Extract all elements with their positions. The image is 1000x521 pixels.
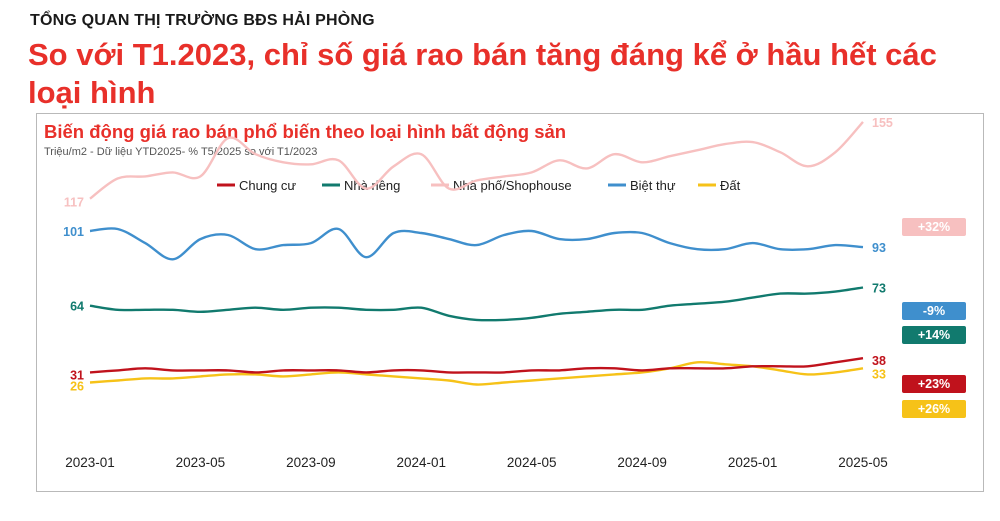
x-tick-label: 2025-01	[728, 455, 778, 470]
end-value-label: 33	[872, 367, 886, 381]
end-value-label: 73	[872, 282, 886, 296]
start-value-label: 64	[70, 300, 84, 314]
legend-label: Nhà phố/Shophouse	[453, 178, 572, 193]
headline: So với T1.2023, chỉ số giá rao bán tăng …	[28, 37, 937, 110]
x-tick-label: 2023-05	[176, 455, 226, 470]
x-tick-label: 2023-09	[286, 455, 336, 470]
end-value-label: 38	[872, 354, 886, 368]
start-value-label: 117	[64, 196, 84, 210]
change-badge: +23%	[902, 375, 966, 393]
change-badge: +26%	[902, 400, 966, 418]
legend-label: Biệt thự	[630, 178, 676, 193]
x-tick-label: 2024-09	[617, 455, 667, 470]
x-tick-label: 2024-05	[507, 455, 557, 470]
change-badge: -9%	[902, 302, 966, 320]
series-line-1	[89, 286, 864, 322]
x-tick-label: 2024-01	[397, 455, 447, 470]
series-line-0	[89, 357, 864, 374]
series-line-2	[89, 121, 864, 200]
change-badge: +14%	[902, 326, 966, 344]
change-badge: +32%	[902, 218, 966, 236]
series-line-4	[89, 360, 864, 386]
legend-label: Chung cư	[239, 178, 296, 193]
legend-item-0: Chung cư	[217, 178, 296, 193]
x-tick-label: 2023-01	[65, 455, 115, 470]
legend-item-2: Nhà phố/Shophouse	[431, 178, 572, 193]
series-line-3	[89, 227, 864, 261]
kicker: TỔNG QUAN THỊ TRƯỜNG BĐS HẢI PHÒNG	[30, 12, 375, 29]
legend-item-4: Đất	[698, 178, 741, 193]
start-value-label: 26	[70, 380, 84, 394]
chart-title: Biến động giá rao bán phổ biến theo loại…	[44, 121, 567, 142]
legend-item-3: Biệt thự	[608, 178, 676, 193]
legend-label: Đất	[720, 178, 741, 193]
start-value-label: 31	[70, 368, 84, 382]
end-value-label: 155	[872, 116, 893, 130]
end-value-label: 93	[872, 241, 886, 255]
x-tick-label: 2025-05	[838, 455, 888, 470]
start-value-label: 101	[63, 225, 84, 239]
